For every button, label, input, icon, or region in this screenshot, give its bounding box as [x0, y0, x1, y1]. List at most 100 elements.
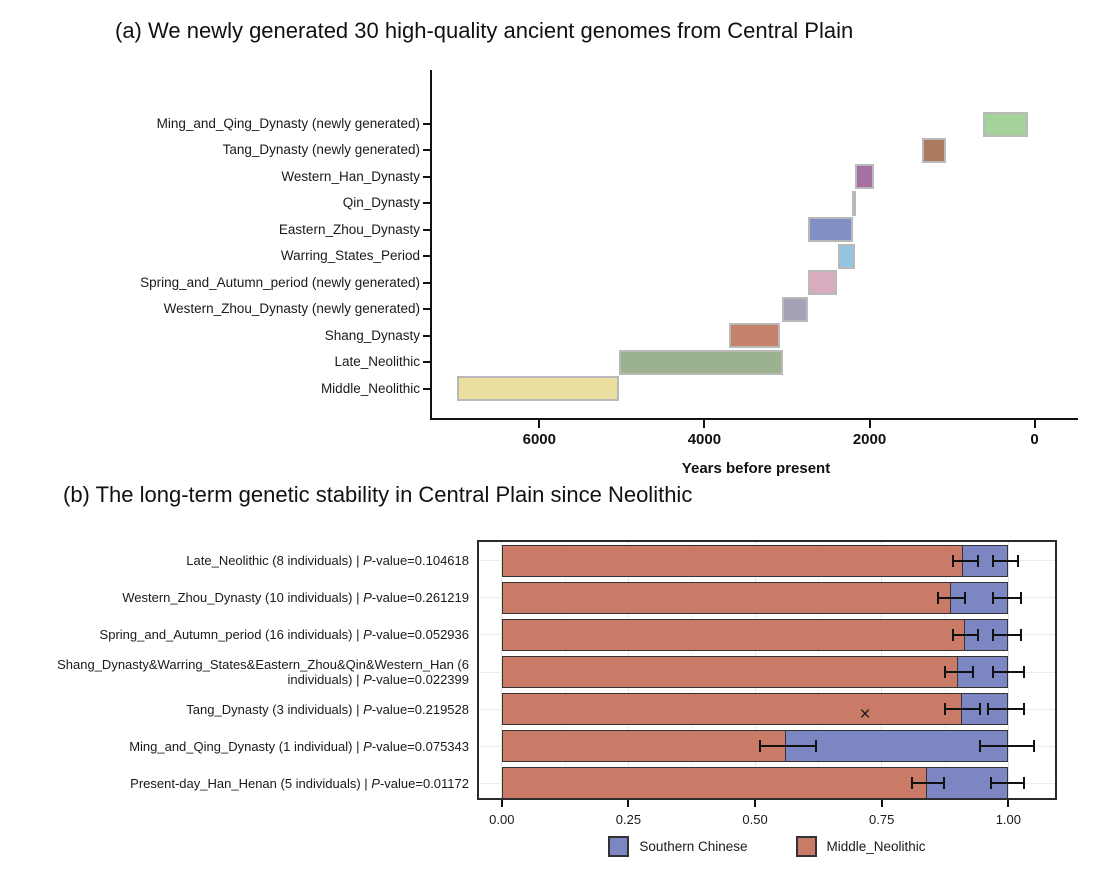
panel-b-x-tick-0.00	[500, 800, 503, 807]
panel-b-row-label-tang-dynasty: Tang_Dynasty (3 individuals) | P-value=0…	[9, 690, 469, 728]
legend-swatch-southern-chinese	[608, 836, 630, 857]
panel-b-x-tick-label-0.25: 0.25	[615, 812, 642, 827]
panel-a-x-tick-label-4000: 4000	[687, 431, 722, 448]
legend-swatch-middle-neolithic	[795, 836, 817, 857]
panel-b-x-tick-label-0.50: 0.50	[742, 812, 768, 827]
timeline-bar-western-zhou-dynasty-newly-generated	[782, 296, 808, 322]
bar-segment-middle-neolithic-late-neolithic	[501, 544, 964, 577]
error-bar-middle-neolithic-cap-high	[976, 628, 979, 641]
timeline-bar-eastern-zhou-dynasty	[807, 217, 853, 243]
panel-a-x-tick-4000	[703, 420, 706, 428]
x-marker-tang-dynasty: ×	[859, 704, 871, 726]
panel-a-y-tick	[423, 149, 431, 152]
error-bar-total	[993, 671, 1024, 673]
error-bar-middle-neolithic-cap-low	[951, 628, 954, 641]
error-bar-total-cap-high	[1032, 740, 1035, 753]
timeline-bar-late-neolithic	[619, 349, 783, 375]
error-bar-middle-neolithic	[912, 782, 944, 785]
timeline-bar-spring-and-autumn-period-newly-generated	[807, 270, 838, 296]
error-bar-total-cap-low	[979, 740, 982, 753]
timeline-bar-western-han-dynasty	[854, 164, 875, 190]
bar-segment-middle-neolithic-western-zhou-dynasty	[501, 581, 952, 614]
panel-b-row-label-text: Western_Zhou_Dynasty (10 individuals) | …	[122, 590, 469, 606]
panel-a-y-tick	[423, 202, 431, 205]
panel-a-x-tick-0	[1033, 420, 1036, 428]
error-bar-total-cap-high	[1022, 777, 1025, 790]
panel-a-y-tick	[423, 334, 431, 337]
bar-segment-middle-neolithic-shang-dynasty-warring-states-eastern-zhou-qin-western-han	[501, 656, 959, 688]
error-bar-middle-neolithic	[944, 671, 973, 673]
timeline-bar-shang-dynasty	[729, 323, 781, 349]
legend-label-southern-chinese: Southern Chinese	[639, 839, 748, 854]
error-bar-middle-neolithic-cap-low	[937, 591, 940, 604]
p-value-symbol: P	[363, 553, 372, 569]
error-bar-middle-neolithic	[952, 559, 978, 562]
error-bar-total-cap-low	[992, 628, 995, 641]
p-value-symbol: P	[363, 701, 372, 717]
panel-b-row-label-text: Ming_and_Qing_Dynasty (1 individual) | P…	[129, 738, 469, 754]
panel-b-x-tick-0.50	[754, 800, 757, 807]
panel-b-row-label-text: Present-day_Han_Henan (5 individuals) | …	[130, 775, 469, 791]
panel-b-row-label-western-zhou-dynasty: Western_Zhou_Dynasty (10 individuals) | …	[9, 579, 469, 617]
error-bar-middle-neolithic-cap-high	[943, 777, 945, 790]
panel-b-row-label-late-neolithic: Late_Neolithic (8 individuals) | P-value…	[9, 542, 469, 580]
bar-segment-southern-chinese-ming-and-qing-dynasty	[785, 730, 1009, 763]
error-bar-middle-neolithic	[938, 596, 966, 599]
error-bar-total	[980, 745, 1034, 748]
panel-a-y-tick	[423, 123, 431, 125]
error-bar-total-cap-high	[1022, 666, 1025, 678]
bar-segment-middle-neolithic-spring-and-autumn-period	[501, 618, 966, 651]
error-bar-total-cap-high	[1020, 628, 1022, 641]
error-bar-total	[990, 782, 1024, 785]
panel-a-x-tick-label-0: 0	[1030, 431, 1039, 448]
error-bar-middle-neolithic	[945, 708, 981, 711]
p-value-symbol: P	[363, 590, 372, 606]
panel-b-x-tick-0.25	[627, 800, 630, 807]
error-bar-middle-neolithic	[760, 745, 816, 748]
error-bar-total	[988, 708, 1024, 711]
error-bar-total-cap-high	[1020, 591, 1022, 604]
timeline-bar-warring-states-period	[838, 243, 855, 269]
error-bar-total-cap-low	[987, 703, 990, 716]
panel-a-row-label-qin-dynasty: Qin_Dynasty	[342, 195, 420, 211]
error-bar-middle-neolithic-cap-low	[944, 703, 947, 716]
panel-a-x-axis-title: Years before present	[681, 460, 831, 477]
panel-b-row-label-text: Tang_Dynasty (3 individuals) | P-value=0…	[186, 701, 469, 717]
panel-a-x-tick-label-6000: 6000	[522, 431, 556, 448]
panel-a-row-label-eastern-zhou-dynasty: Eastern_Zhou_Dynasty	[278, 221, 420, 237]
panel-b-x-tick-0.75	[880, 800, 883, 807]
panel-a-row-label-western-han-dynasty: Western_Han_Dynasty	[281, 168, 420, 184]
panel-b-row-label-spring-and-autumn-period: Spring_and_Autumn_period (16 individuals…	[9, 616, 469, 654]
panel-a-row-label-ming-and-qing-dynasty-newly-generated: Ming_and_Qing_Dynasty (newly generated)	[156, 116, 420, 131]
panel-a-plot-area: Years before present Ming_and_Qing_Dynas…	[140, 70, 1078, 477]
panel-a-y-tick	[423, 175, 431, 178]
panel-b-x-tick-label-0.75: 0.75	[869, 812, 895, 827]
error-bar-middle-neolithic-cap-high	[964, 591, 967, 604]
panel-a-y-tick	[423, 361, 431, 364]
error-bar-middle-neolithic-cap-low	[951, 554, 954, 567]
error-bar-total	[993, 559, 1019, 562]
error-bar-middle-neolithic-cap-high	[976, 554, 979, 567]
panel-b-gridline-major	[1007, 542, 1009, 798]
panel-b-plot-area: Late_Neolithic (8 individuals) | P-value…	[57, 540, 1057, 827]
panel-a-row-label-late-neolithic: Late_Neolithic	[334, 354, 420, 370]
error-bar-total-cap-low	[992, 554, 995, 567]
timeline-bar-tang-dynasty-newly-generated	[921, 137, 947, 163]
error-bar-middle-neolithic-cap-high	[971, 666, 974, 678]
panel-a-y-tick	[423, 387, 431, 390]
legend-item-middle-neolithic: Middle_Neolithic	[795, 836, 926, 857]
bar-segment-middle-neolithic-ming-and-qing-dynasty	[501, 730, 787, 763]
timeline-bar-middle-neolithic	[456, 376, 620, 401]
legend-item-southern-chinese: Southern Chinese	[608, 836, 748, 857]
legend-label-middle-neolithic: Middle_Neolithic	[826, 839, 926, 854]
error-bar-total-cap-low	[989, 777, 992, 790]
panel-b-title: (b) The long-term genetic stability in C…	[63, 482, 693, 507]
p-value-symbol: P	[363, 672, 372, 687]
error-bar-middle-neolithic-cap-high	[814, 740, 817, 753]
p-value-symbol: P	[363, 627, 372, 643]
error-bar-total-cap-high	[1022, 703, 1025, 716]
error-bar-total-cap-high	[1017, 554, 1020, 567]
error-bar-total	[993, 633, 1021, 636]
panel-b-legend: Southern Chinese Middle_Neolithic	[477, 836, 1057, 857]
panel-a-row-label-shang-dynasty: Shang_Dynasty	[324, 327, 420, 343]
